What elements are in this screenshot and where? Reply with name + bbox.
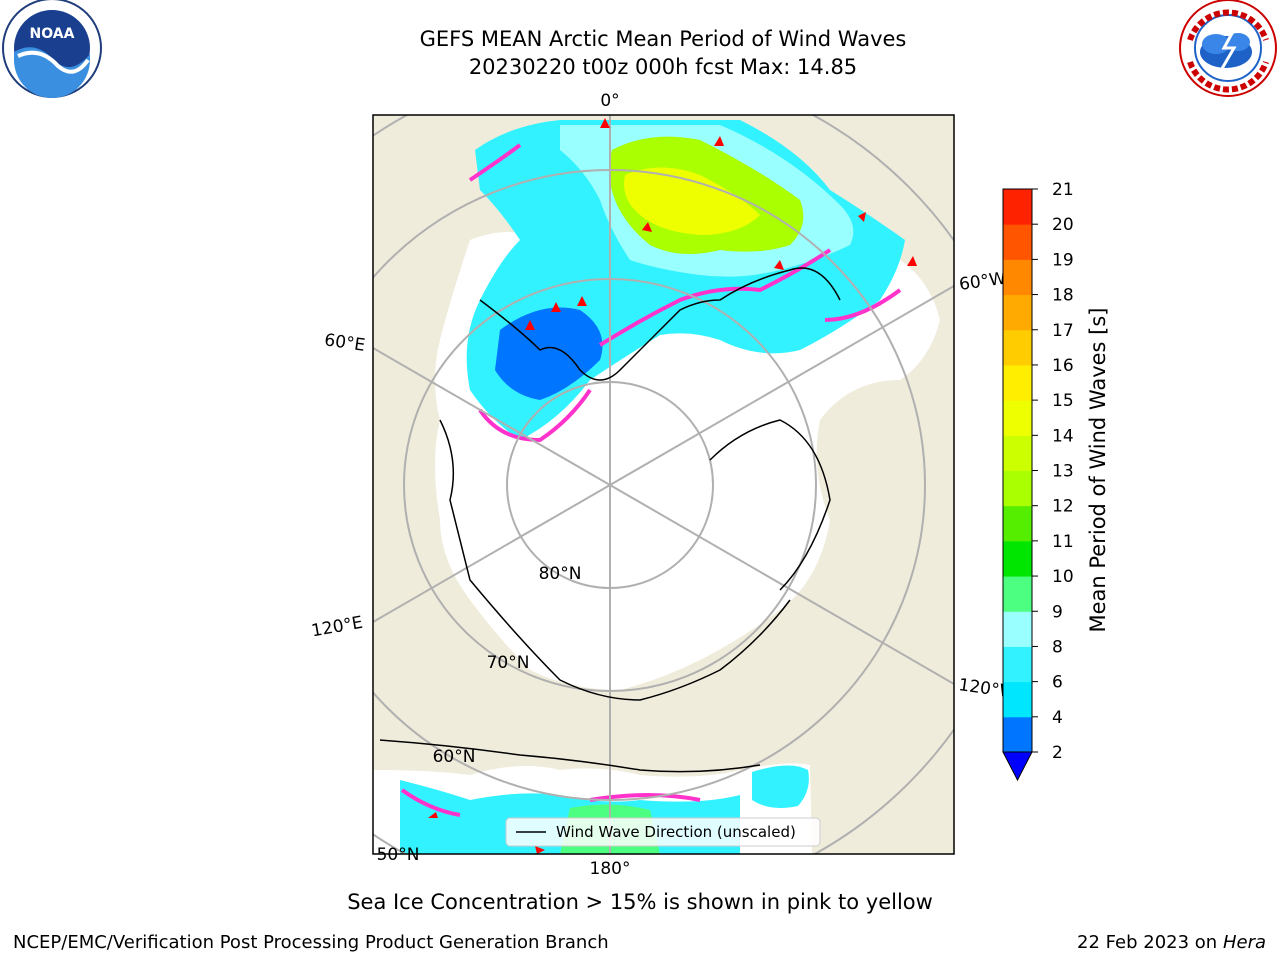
colorbar-tick-label: 16 <box>1052 356 1074 376</box>
colorbar-extend-icon <box>1002 751 1033 782</box>
map-frame <box>372 114 955 855</box>
svg-text:NOAA: NOAA <box>30 26 75 42</box>
noaa-logo: NOAA <box>2 0 102 98</box>
colorbar-bin <box>1003 646 1032 683</box>
lon-label-60e: 60°E <box>323 330 366 355</box>
colorbar-bin <box>1003 294 1032 331</box>
date-value: 22 Feb 2023 on <box>1077 932 1218 953</box>
colorbar-bin <box>1003 611 1032 647</box>
chart-subtitle: 20230220 t00z 000h fcst Max: 14.85 <box>468 55 858 79</box>
colorbar-tick-label: 14 <box>1052 426 1074 446</box>
map-legend: Wind Wave Direction (unscaled) <box>505 817 821 847</box>
wind-wave-arrows <box>428 118 917 854</box>
long-period-inner <box>624 167 760 235</box>
lon-label-0: 0° <box>600 91 619 111</box>
colorbar-tick-label: 17 <box>1052 321 1074 341</box>
nws-logo <box>1179 0 1277 97</box>
colorbar-tick-label: 4 <box>1052 708 1063 728</box>
colorbar-tick-label: 2 <box>1052 743 1063 763</box>
colorbar-bin <box>1003 364 1032 401</box>
colorbar-tick-label: 19 <box>1052 250 1074 270</box>
colorbar-tick-label: 11 <box>1052 532 1074 552</box>
lat-label-60n: 60°N <box>433 747 476 767</box>
colorbar-bin <box>1003 681 1032 718</box>
colorbar-tick-label: 20 <box>1052 215 1074 235</box>
ice-edge <box>400 143 902 817</box>
lat-label-70n: 70°N <box>487 653 530 673</box>
polar-map <box>373 115 954 854</box>
colorbar-bin <box>1003 189 1032 225</box>
colorbar-bin <box>1003 470 1032 507</box>
colorbar-bin <box>1003 716 1032 753</box>
sea-ice-caption: Sea Ice Concentration > 15% is shown in … <box>347 890 933 914</box>
colorbar-tick-label: 18 <box>1052 286 1074 306</box>
colorbar-tick-label: 13 <box>1052 462 1074 482</box>
colorbar-tick-label: 9 <box>1052 602 1063 622</box>
colorbar-tick-label: 8 <box>1052 637 1063 657</box>
lon-label-120e: 120°E <box>310 613 364 642</box>
colorbar-tick-label: 10 <box>1052 567 1074 587</box>
lat-label-80n: 80°N <box>539 564 582 584</box>
colorbar: 2 4 6 8 9 10 11 12 13 14 15 16 17 18 19 20 21 <box>1002 180 1074 782</box>
credit-text: NCEP/EMC/Verification Post Processing Pr… <box>13 932 609 953</box>
machine-name: Hera <box>1222 932 1266 953</box>
colorbar-tick-label: 21 <box>1052 180 1074 200</box>
colorbar-bin <box>1003 435 1032 471</box>
colorbar-bin <box>1003 400 1032 436</box>
alaska-waves <box>752 765 809 808</box>
colorbar-bin <box>1003 224 1032 260</box>
colorbar-bin <box>1003 540 1032 577</box>
colorbar-bin <box>1003 259 1032 296</box>
lon-label-60w: 60°W <box>958 269 1007 295</box>
coastlines <box>379 267 841 773</box>
colorbar-tick-label: 15 <box>1052 391 1074 411</box>
lon-label-180: 180° <box>590 859 631 879</box>
colorbar-bin <box>1003 505 1032 542</box>
date-text: 22 Feb 2023 on Hera <box>1077 932 1266 953</box>
colorbar-tick-label: 6 <box>1052 673 1063 693</box>
colorbar-label: Mean Period of Wind Waves [s] <box>1086 308 1110 633</box>
lat-label-50n: 50°N <box>377 845 420 865</box>
colorbar-bin <box>1003 329 1032 366</box>
chart-title: GEFS MEAN Arctic Mean Period of Wind Wav… <box>419 27 907 51</box>
colorbar-tick-label: 12 <box>1052 497 1074 517</box>
graticule <box>373 115 954 854</box>
barents-waves <box>495 307 603 400</box>
legend-label: Wind Wave Direction (unscaled) <box>556 823 796 841</box>
colorbar-bin <box>1003 576 1032 612</box>
